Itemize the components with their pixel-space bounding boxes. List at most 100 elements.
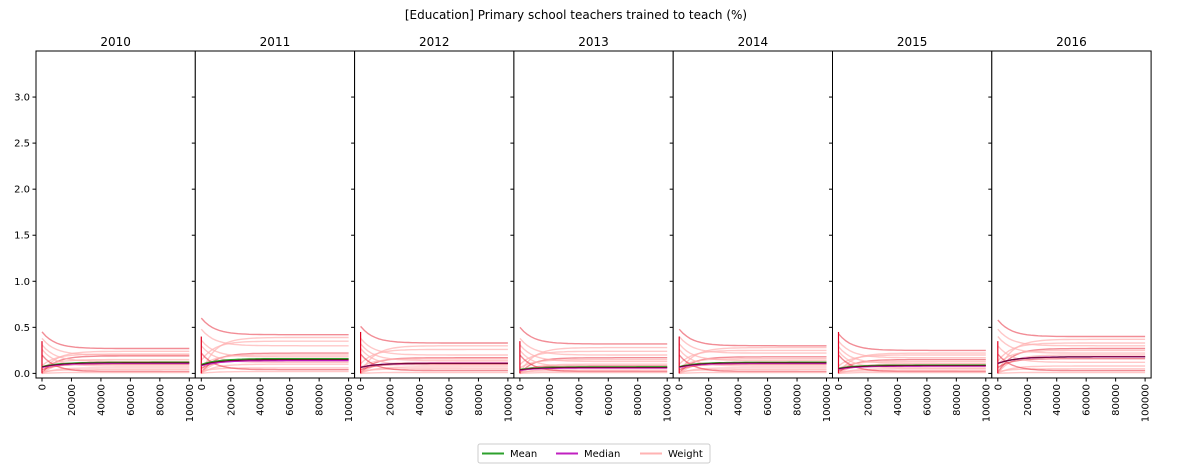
panel-title: 2012	[419, 35, 450, 49]
panel-title: 2015	[897, 35, 928, 49]
x-tick-label: 0	[993, 384, 1004, 390]
weight-curve	[678, 346, 827, 374]
center-band	[679, 362, 827, 368]
panel-title: 2010	[100, 35, 131, 49]
panel-frame	[513, 50, 674, 379]
weight-curve	[997, 319, 1146, 338]
x-tick-label: 100000	[981, 384, 992, 422]
y-tick-label: 1.0	[14, 277, 30, 288]
legend-frame	[477, 443, 711, 464]
panel-2013: 2013 0 20000 40000 60000 80000 100000	[510, 35, 674, 422]
weight-curve	[678, 336, 827, 354]
x-tick-label: 20000	[386, 384, 397, 416]
center-band	[997, 356, 1146, 364]
weight-curve	[997, 349, 1146, 365]
weight-curve	[678, 343, 827, 362]
y-tick-label: 0.0	[14, 369, 30, 380]
weight-curve	[360, 358, 508, 369]
weight-curve	[519, 337, 668, 356]
x-tick-label: 40000	[734, 384, 745, 416]
center-band	[41, 362, 190, 368]
weight-curve	[997, 336, 1146, 354]
legend-item-median: Median	[556, 449, 620, 460]
weight-curve	[41, 331, 190, 350]
panel-frame	[35, 50, 196, 379]
x-tick-label: 80000	[1111, 384, 1122, 416]
weight-curve	[678, 358, 827, 369]
weight-curve	[519, 344, 668, 363]
weight-curve	[41, 337, 190, 356]
y-tick-label: 2.5	[14, 139, 30, 150]
x-tick-label: 40000	[256, 384, 267, 416]
x-tick-label: 0	[356, 384, 367, 390]
weight-curve	[678, 349, 827, 365]
weight-curve	[679, 369, 827, 373]
weight-curve	[360, 325, 508, 344]
panel-title: 2016	[1056, 35, 1087, 49]
weight-curve	[360, 363, 508, 371]
weight-curve	[200, 340, 349, 361]
x-tick-label: 60000	[763, 384, 774, 416]
x-tick-label: 100000	[344, 384, 355, 422]
x-tick-label: 80000	[315, 384, 326, 416]
weight-curve	[837, 346, 986, 364]
panel-title: 2011	[260, 35, 291, 49]
weight-curve	[41, 354, 190, 373]
weight-curve	[838, 354, 986, 367]
x-tick-label: 80000	[952, 384, 963, 416]
x-tick-label: 40000	[1052, 384, 1063, 416]
panel-2014: 2014 0 20000 40000 60000 80000 100000	[669, 35, 834, 422]
weight-curve	[41, 358, 190, 369]
weight-curve	[678, 354, 827, 373]
center-band	[360, 362, 508, 368]
panel-2016: 2016 0 20000 40000 60000 80000 100000	[988, 35, 1152, 422]
weight-curve	[519, 350, 668, 366]
weight-curve	[41, 371, 190, 375]
y-tick-label: 1.5	[14, 231, 30, 242]
panel-2012: 2012 0 20000 40000 60000 80000 100000	[351, 35, 514, 422]
x-tick-label: 100000	[663, 384, 674, 422]
legend-label: Mean	[510, 449, 537, 460]
weight-curve	[200, 363, 349, 375]
figure-title: [Education] Primary school teachers trai…	[405, 8, 747, 22]
panel-frame	[672, 50, 834, 379]
weight-curve	[200, 317, 349, 336]
x-tick-label: 100000	[822, 384, 833, 422]
weight-curve	[997, 365, 1146, 375]
x-tick-label: 40000	[415, 384, 426, 416]
weight-curve	[360, 353, 508, 372]
x-tick-label: 20000	[863, 384, 874, 416]
weight-curve	[519, 358, 668, 369]
weight-curve	[997, 342, 1146, 362]
weight-curve	[360, 337, 508, 356]
weight-curve	[201, 370, 349, 375]
panel-frame	[194, 50, 356, 379]
weight-curve	[519, 371, 668, 375]
x-tick-label: 60000	[126, 384, 137, 416]
x-tick-label: 80000	[633, 384, 644, 416]
mean-line	[201, 357, 349, 366]
weight-curve	[519, 369, 668, 373]
median-line	[201, 359, 349, 367]
weight-curve	[837, 333, 986, 352]
weight-curve	[997, 353, 1146, 372]
legend-item-mean: Mean	[482, 449, 537, 460]
y-tick-label: 2.0	[14, 185, 30, 196]
x-tick-label: 100000	[185, 384, 196, 422]
x-tick-label: 80000	[793, 384, 804, 416]
x-tick-label: 40000	[96, 384, 107, 416]
x-tick-label: 0	[834, 384, 845, 390]
x-tick-label: 60000	[1082, 384, 1093, 416]
panel-title: 2014	[738, 35, 769, 49]
weight-curve	[41, 369, 190, 373]
panel-frame	[832, 50, 993, 379]
panels-container: 2010 0.0 0.5 1.0 1.5 2.0 2.5 3.0 0 20000 40000 6000…	[14, 35, 1152, 422]
x-tick-label: 0	[197, 384, 208, 390]
x-tick-label: 60000	[922, 384, 933, 416]
weight-curve	[359, 345, 508, 374]
weight-curve	[837, 354, 986, 373]
panel-2010: 2010 0.0 0.5 1.0 1.5 2.0 2.5 3.0 0 20000 40000 6000…	[14, 35, 196, 422]
weight-curve	[41, 350, 190, 374]
x-tick-label: 20000	[226, 384, 237, 416]
